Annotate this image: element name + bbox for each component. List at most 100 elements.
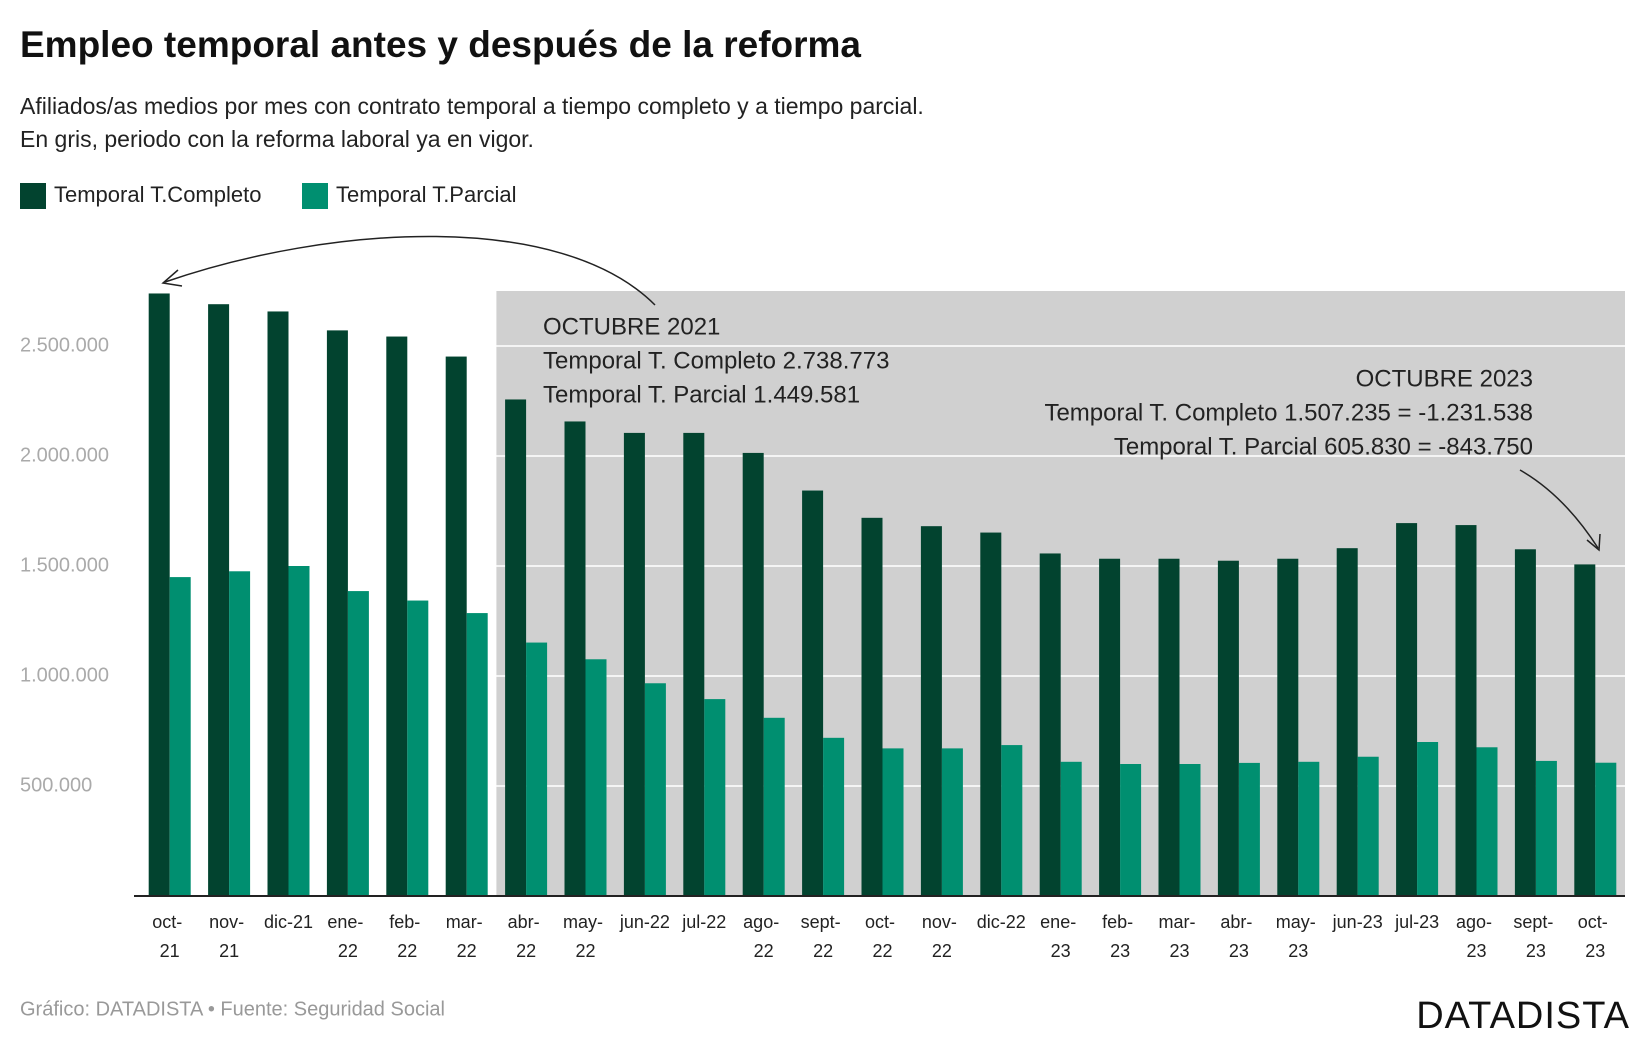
bar	[1001, 745, 1023, 896]
bar	[623, 432, 645, 896]
legend-label: Temporal T.Parcial	[336, 182, 517, 207]
y-tick-label: 1.500.000	[20, 554, 109, 576]
bar	[980, 532, 1002, 896]
bar	[1396, 523, 1418, 896]
bar	[683, 432, 705, 896]
bar	[882, 748, 904, 896]
bar	[742, 452, 764, 896]
bar	[1298, 761, 1320, 896]
bar	[823, 737, 845, 896]
bar	[1179, 764, 1201, 896]
bar	[1574, 564, 1596, 896]
bar	[1060, 761, 1082, 896]
bar	[1120, 764, 1142, 896]
annotation: Temporal T. Completo 1.507.235 = -1.231.…	[1044, 399, 1533, 426]
x-tick-label: ago- 23	[1456, 912, 1497, 961]
bar	[585, 659, 607, 896]
y-tick-label: 2.000.000	[20, 444, 109, 466]
annotation: OCTUBRE 2023	[1356, 365, 1533, 392]
bar	[347, 591, 369, 896]
bar	[1158, 558, 1180, 896]
x-tick-label: oct- 21	[152, 912, 187, 961]
bar	[644, 683, 666, 896]
x-tick-label: abr- 22	[508, 912, 545, 961]
bar	[466, 613, 488, 896]
bar	[704, 699, 726, 896]
bar	[526, 642, 548, 896]
bar	[1039, 553, 1061, 896]
bar	[1476, 747, 1498, 896]
arrow	[164, 235, 656, 306]
x-tick-label: may- 23	[1276, 912, 1321, 961]
bar	[1417, 742, 1439, 896]
y-tick-label: 2.500.000	[20, 334, 109, 356]
bar	[445, 356, 467, 896]
bar	[1217, 560, 1239, 896]
x-tick-label: sept- 22	[801, 912, 846, 961]
x-tick-label: feb- 22	[389, 912, 425, 961]
bar	[1514, 549, 1536, 896]
y-tick-label: 1.000.000	[20, 664, 109, 686]
x-tick-label: mar- 23	[1159, 912, 1201, 961]
bar	[941, 748, 963, 896]
x-tick-label: ene- 22	[327, 912, 368, 961]
bar	[229, 571, 251, 896]
brand: DATADISTA	[1416, 995, 1630, 1037]
x-tick-label: may- 22	[563, 912, 608, 961]
bar	[1099, 558, 1121, 896]
x-tick-label: jul-22	[681, 912, 726, 932]
x-tick-label: nov- 21	[209, 912, 249, 961]
bar	[1535, 760, 1557, 896]
x-tick-label: oct- 22	[865, 912, 900, 961]
x-tick-label: dic-22	[977, 912, 1026, 932]
subtitle: En gris, periodo con la reforma laboral …	[20, 126, 534, 152]
x-tick-label: mar- 22	[446, 912, 488, 961]
arrow-head	[161, 269, 183, 287]
legend-swatch	[302, 183, 328, 209]
x-tick-label: nov- 22	[922, 912, 962, 961]
bar	[564, 421, 586, 896]
legend-swatch	[20, 183, 46, 209]
bar	[1455, 525, 1477, 896]
y-tick-label: 500.000	[20, 774, 92, 796]
x-tick-label: ene- 23	[1040, 912, 1081, 961]
bar	[169, 577, 191, 896]
x-tick-label: jun-23	[1332, 912, 1383, 932]
bar	[407, 600, 429, 896]
bar	[1336, 548, 1358, 896]
bar	[267, 311, 289, 897]
bar	[861, 517, 883, 896]
x-tick-label: jun-22	[619, 912, 670, 932]
arrow-head	[1586, 533, 1601, 552]
x-tick-label: dic-21	[264, 912, 313, 932]
annotation: OCTUBRE 2021	[543, 313, 720, 340]
bar	[326, 330, 348, 896]
annotation: Temporal T. Parcial 605.830 = -843.750	[1114, 433, 1533, 460]
x-tick-label: ago- 22	[743, 912, 784, 961]
bar	[1277, 558, 1299, 896]
x-tick-label: oct- 23	[1578, 912, 1613, 961]
annotation: Temporal T. Completo 2.738.773	[543, 347, 889, 374]
bar	[920, 526, 942, 896]
bar	[386, 336, 408, 896]
bar	[208, 304, 230, 896]
x-tick-label: jul-23	[1394, 912, 1439, 932]
source: Gráfico: DATADISTA • Fuente: Seguridad S…	[20, 998, 445, 1020]
bar	[1595, 762, 1617, 896]
subtitle: Afiliados/as medios por mes con contrato…	[20, 93, 924, 119]
x-tick-label: abr- 23	[1220, 912, 1257, 961]
annotation: Temporal T. Parcial 1.449.581	[543, 381, 860, 408]
bar	[763, 717, 785, 896]
bar	[148, 293, 170, 896]
legend-label: Temporal T.Completo	[54, 182, 261, 207]
x-tick-label: feb- 23	[1102, 912, 1138, 961]
bar	[1357, 756, 1379, 896]
bar	[1238, 762, 1260, 896]
bar	[288, 566, 310, 896]
bar	[802, 490, 824, 896]
chart-title: Empleo temporal antes y después de la re…	[20, 24, 861, 65]
arrow	[1519, 469, 1599, 549]
x-tick-label: sept- 23	[1513, 912, 1558, 961]
bar	[505, 399, 527, 896]
